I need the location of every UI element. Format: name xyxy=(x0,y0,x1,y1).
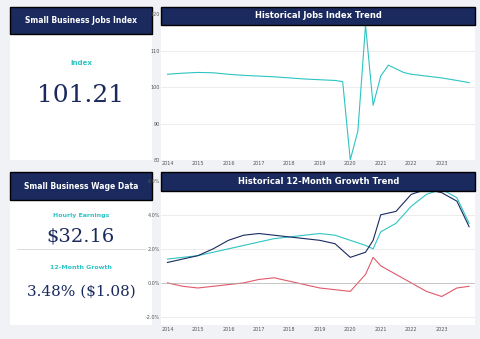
FancyBboxPatch shape xyxy=(10,7,152,34)
Text: 101.21: 101.21 xyxy=(37,84,124,107)
FancyBboxPatch shape xyxy=(10,172,152,200)
Text: Small Business Wage Data: Small Business Wage Data xyxy=(24,181,138,191)
Text: 3.48% ($1.08): 3.48% ($1.08) xyxy=(26,285,135,299)
Text: Small Business Jobs Index: Small Business Jobs Index xyxy=(25,16,137,25)
FancyBboxPatch shape xyxy=(161,7,475,25)
Text: Index: Index xyxy=(70,60,92,66)
Text: $32.16: $32.16 xyxy=(47,227,115,245)
Text: Historical 12-Month Growth Trend: Historical 12-Month Growth Trend xyxy=(238,177,399,186)
Text: Hourly Earnings: Hourly Earnings xyxy=(53,213,109,218)
Text: 12-Month Growth: 12-Month Growth xyxy=(50,265,112,270)
FancyBboxPatch shape xyxy=(161,172,475,191)
Text: Historical Jobs Index Trend: Historical Jobs Index Trend xyxy=(255,12,382,20)
